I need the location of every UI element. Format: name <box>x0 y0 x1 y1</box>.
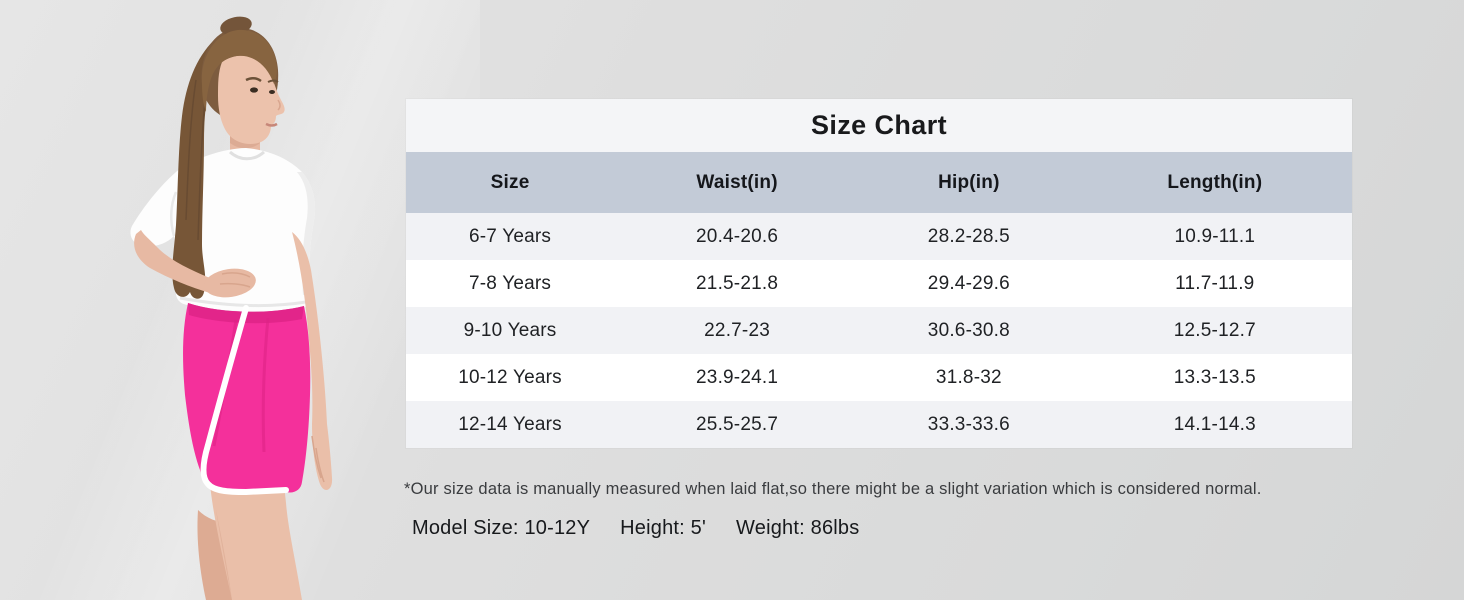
cell-length: 10.9-11.1 <box>1174 225 1256 247</box>
far-eyebrow <box>267 79 279 83</box>
near-eye <box>250 87 258 93</box>
size-chart-card: Size Chart Size Waist(in) Hip(in) Length… <box>406 99 1352 448</box>
far-eye <box>269 90 275 94</box>
nose <box>277 99 281 111</box>
near-eyebrow <box>245 77 262 83</box>
cell-size: 7-8 Years <box>469 272 552 294</box>
cell-size: 12-14 Years <box>458 413 562 435</box>
table-row: 10-12 Years 23.9-24.1 31.8-32 13.3-13.5 <box>406 354 1352 401</box>
cell-size: 6-7 Years <box>469 225 552 247</box>
model-info-size: Model Size: 10-12Y <box>412 517 591 539</box>
size-chart-title: Size Chart <box>406 99 1352 152</box>
front-leg-shadow <box>216 510 232 600</box>
left-hand-finger-lines <box>311 435 325 483</box>
lips <box>265 122 278 127</box>
cell-waist: 23.9-24.1 <box>696 366 779 388</box>
header-row: Size Waist(in) Hip(in) Length(in) <box>406 152 1352 213</box>
table-row: 7-8 Years 21.5-21.8 29.4-29.6 11.7-11.9 <box>406 260 1352 307</box>
tshirt-collar <box>228 150 266 161</box>
tshirt-sleeve-crease <box>170 191 178 237</box>
model-info-height: Height: 5' <box>620 517 707 539</box>
model-info-weight: Weight: 86lbs <box>736 517 860 539</box>
tshirt <box>130 148 316 312</box>
face <box>218 55 285 145</box>
table-row: 6-7 Years 20.4-20.6 28.2-28.5 10.9-11.1 <box>406 213 1352 260</box>
table-row: 9-10 Years 22.7-23 30.6-30.8 12.5-12.7 <box>406 307 1352 354</box>
column-header-size: Size <box>490 171 530 193</box>
cell-waist: 20.4-20.6 <box>696 225 779 247</box>
front-hair <box>201 29 277 112</box>
front-leg <box>210 484 302 600</box>
size-chart-table: Size Waist(in) Hip(in) Length(in) 6-7 Ye… <box>406 152 1352 448</box>
cell-waist: 25.5-25.7 <box>696 413 779 435</box>
cell-waist: 22.7-23 <box>704 319 770 341</box>
cell-size: 9-10 Years <box>463 319 557 341</box>
ponytail-hair <box>172 40 222 299</box>
cell-hip: 31.8-32 <box>935 366 1002 388</box>
column-header-waist: Waist(in) <box>696 171 778 193</box>
measurement-disclaimer: *Our size data is manually measured when… <box>404 480 1262 498</box>
neck-shadow <box>230 131 260 149</box>
cell-length: 11.7-11.9 <box>1175 272 1255 294</box>
cell-size: 10-12 Years <box>458 366 562 388</box>
cell-hip: 33.3-33.6 <box>927 413 1010 435</box>
table-row: 12-14 Years 25.5-25.7 33.3-33.6 14.1-14.… <box>406 401 1352 448</box>
cell-length: 13.3-13.5 <box>1173 366 1256 388</box>
model-photo <box>118 0 400 600</box>
cell-hip: 30.6-30.8 <box>927 319 1010 341</box>
cell-length: 12.5-12.7 <box>1173 319 1256 341</box>
cell-length: 14.1-14.3 <box>1173 413 1256 435</box>
left-forearm <box>292 232 333 490</box>
right-hand-finger-lines <box>219 272 251 288</box>
right-forearm <box>134 230 215 293</box>
cell-hip: 28.2-28.5 <box>927 225 1010 247</box>
shorts-white-trim <box>200 305 289 496</box>
model-info-line: Model Size: 10-12Y Height: 5' Weight: 86… <box>412 517 859 540</box>
cell-waist: 21.5-21.8 <box>696 272 779 294</box>
cell-hip: 29.4-29.6 <box>927 272 1010 294</box>
column-header-length: Length(in) <box>1167 171 1263 193</box>
column-header-hip: Hip(in) <box>938 171 1000 193</box>
girl-model-illustration <box>130 16 333 600</box>
tshirt-side-shading <box>297 172 316 295</box>
